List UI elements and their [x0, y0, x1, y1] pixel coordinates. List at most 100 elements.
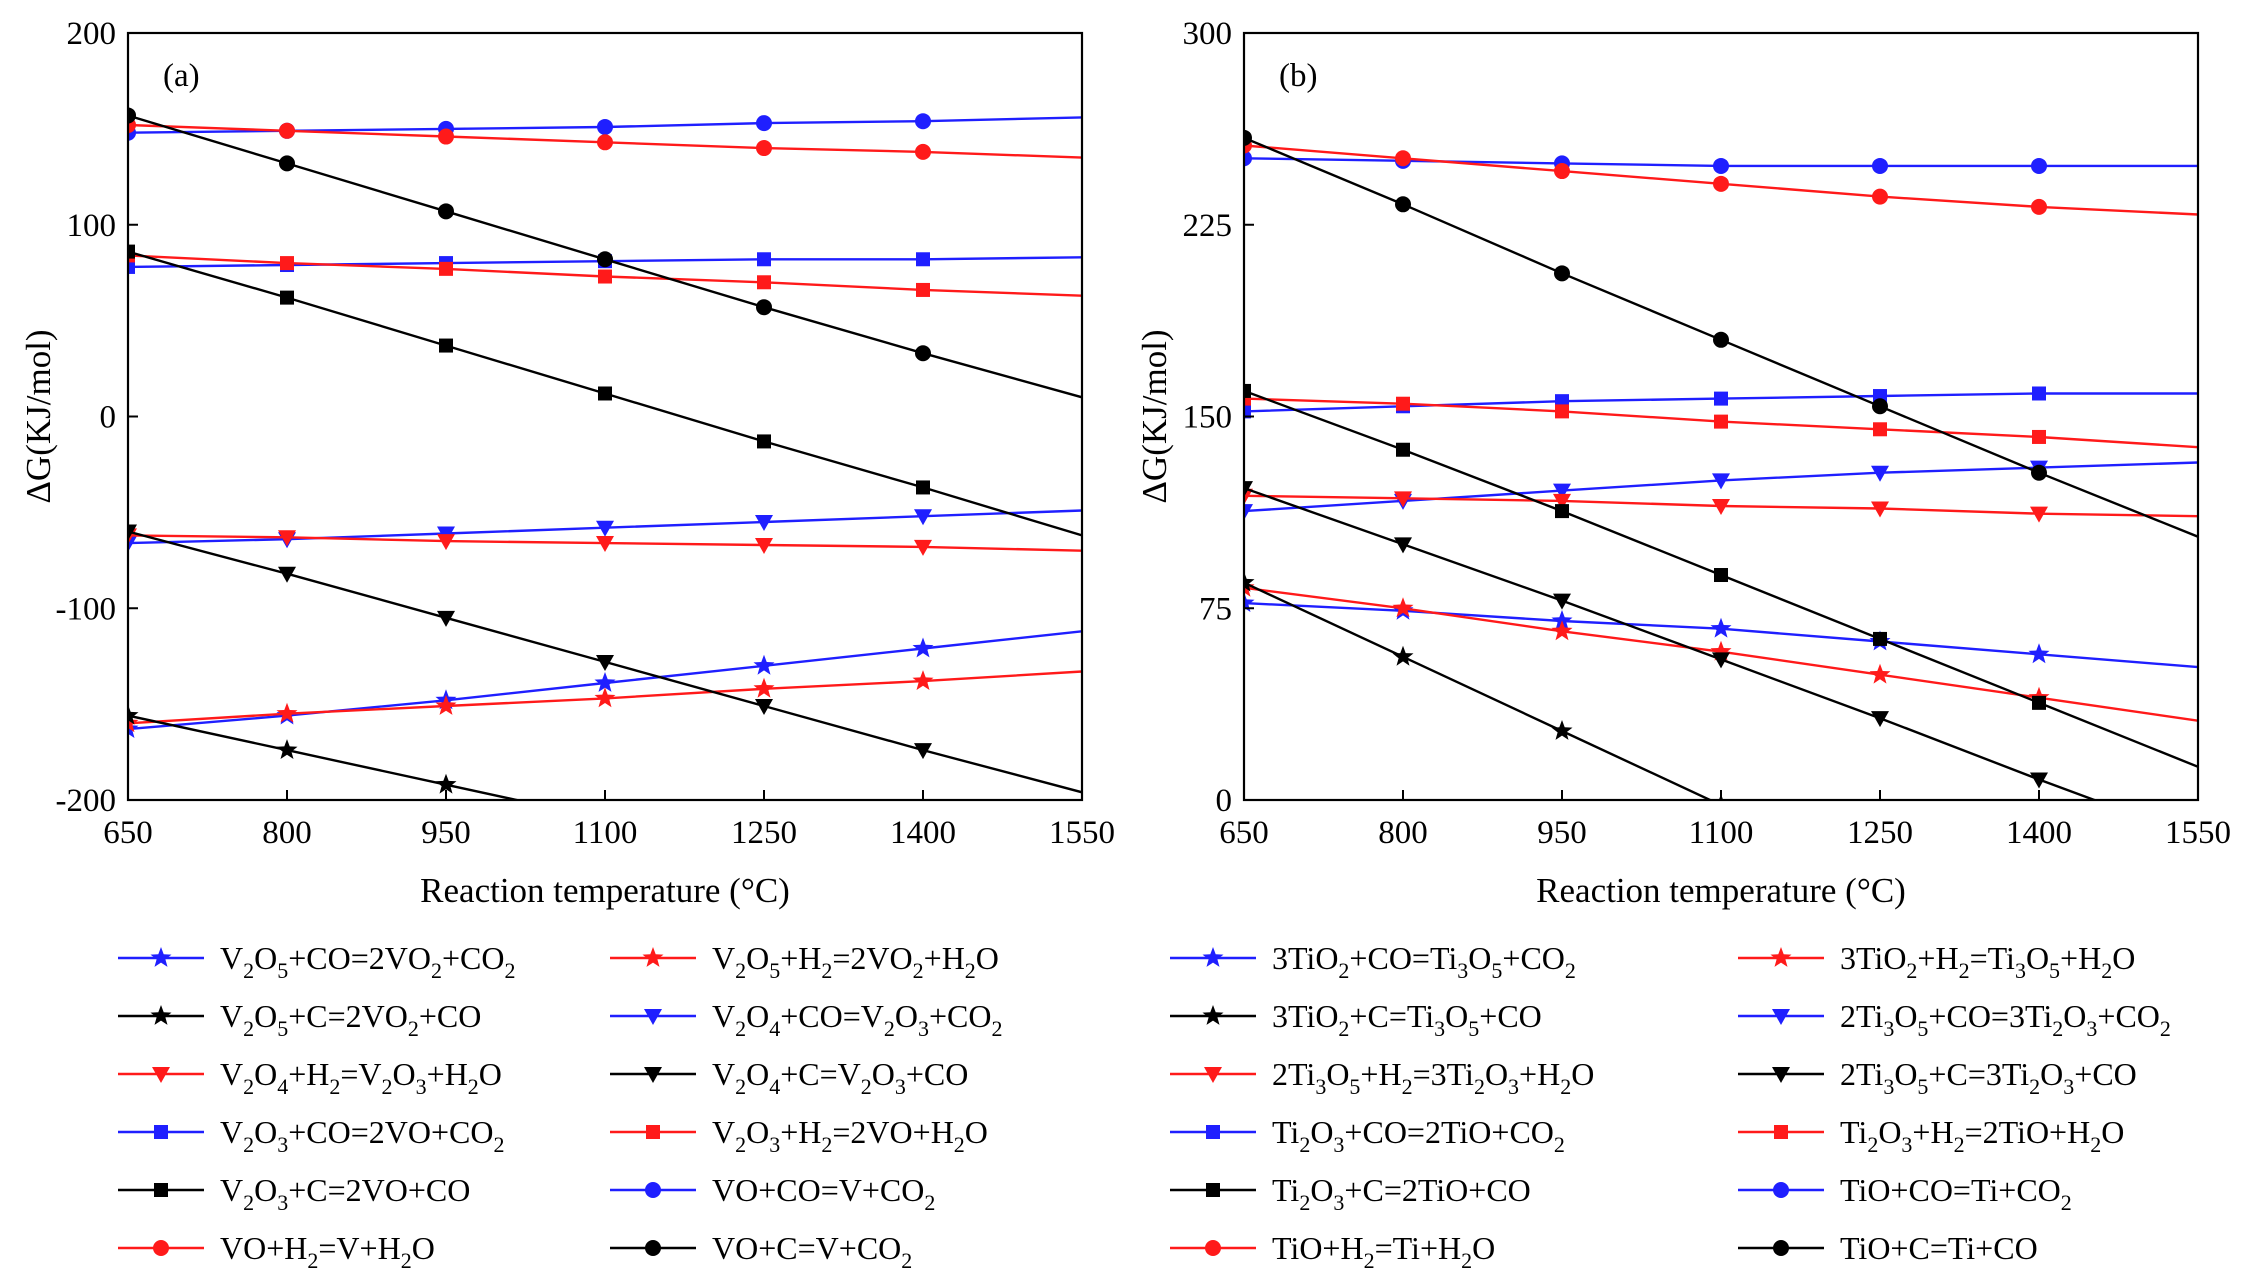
legend-label: VO+H2=V+H2O: [220, 1230, 435, 1273]
legend-label-part: O: [254, 1114, 277, 1150]
data-point: [2030, 772, 2048, 789]
data-point: [597, 118, 613, 135]
legend-label-part: 2: [329, 1074, 340, 1099]
legend-label-part: O: [1468, 940, 1491, 976]
data-point: [276, 739, 298, 759]
data-point: [915, 113, 931, 130]
legend-label-part: +CO: [906, 1056, 969, 1092]
data-point: [1244, 150, 1252, 167]
legend-label-part: O: [254, 1056, 277, 1092]
data-point: [438, 203, 454, 220]
legend-label-part: 2: [1554, 1132, 1565, 1157]
legend-label-part: 2: [821, 958, 832, 983]
legend-label-part: O: [393, 1056, 416, 1092]
data-point: [756, 299, 772, 316]
legend-label: Ti2O3+CO=2TiO+CO2: [1272, 1114, 1565, 1157]
legend-label-part: 2: [493, 1132, 504, 1157]
data-point: [598, 386, 612, 401]
data-point: [1394, 491, 1412, 508]
legend-label-part: =Ti: [1970, 940, 2015, 976]
data-point: [1395, 196, 1411, 213]
data-point: [913, 877, 934, 897]
series-2Ti3O5+H2=3Ti2O3+H2O: [1244, 488, 2198, 523]
legend-entry-VO+H2=V+H2O: VO+H2=V+H2O: [118, 1230, 435, 1273]
legend-label-part: =2VO+H: [832, 1114, 953, 1150]
data-point: [753, 677, 775, 698]
data-point: [757, 275, 771, 290]
legend-label-part: =3Ti: [1413, 1056, 1474, 1092]
legend-label-part: +CO=2VO+CO: [288, 1114, 493, 1150]
data-point: [594, 672, 616, 692]
legend-label-part: 4: [769, 1016, 780, 1041]
legend-label-part: +CO: [2097, 998, 2160, 1034]
legend-label-part: 2: [1867, 1132, 1878, 1157]
legend-label-part: O: [872, 1056, 895, 1092]
legend-label-part: +H: [1519, 1056, 1560, 1092]
legend-label: 3TiO2+CO=Ti3O5+CO2: [1272, 940, 1576, 983]
legend-entry-V2O5+H2=2VO2+H2O: V2O5+H2=2VO2+H2O: [610, 940, 999, 983]
x-tick-label: 650: [103, 815, 153, 851]
y-tick-label: 150: [1183, 400, 1233, 436]
data-point: [1392, 645, 1414, 666]
data-point: [1244, 404, 1251, 419]
series-V2O5+C=2VO2+CO: [128, 704, 934, 897]
data-point: [594, 687, 616, 708]
data-point: [1713, 157, 1729, 174]
legend-entry-V2O5+CO=2VO2+CO2: V2O5+CO=2VO2+CO2: [118, 940, 515, 983]
legend-label-part: 3: [416, 1074, 427, 1099]
series-V2O5+H2=2VO2+H2O: [128, 670, 1082, 733]
legend-label-part: 2Ti: [1840, 998, 1883, 1034]
data-point: [756, 115, 772, 132]
legend-label-part: 2: [901, 1248, 912, 1273]
legend-label-part: 5: [1468, 1016, 1479, 1041]
data-point: [596, 536, 614, 553]
legend-label-part: O: [1326, 1056, 1349, 1092]
data-point: [2032, 429, 2046, 444]
legend-marker: [1773, 1240, 1789, 1256]
x-tick-label: 800: [262, 815, 312, 851]
legend-label: TiO+CO=Ti+CO2: [1840, 1172, 2072, 1215]
legend-marker: [1773, 1182, 1789, 1198]
legend-label-part: 2: [913, 958, 924, 983]
data-point: [1396, 442, 1410, 457]
legend-label-part: 2: [1461, 1248, 1472, 1273]
legend-marker: [150, 947, 172, 967]
legend-label-part: +H: [780, 940, 821, 976]
data-point: [915, 143, 931, 160]
data-point: [916, 480, 930, 495]
legend-label-part: +CO=V: [780, 998, 884, 1034]
data-point: [280, 256, 294, 271]
legend-label-part: 5: [277, 958, 288, 983]
legend-label-part: 3: [277, 1190, 288, 1215]
legend-label-part: 2: [2029, 1074, 2040, 1099]
legend-label-part: 3: [1883, 1074, 1894, 1099]
data-point: [278, 566, 296, 583]
legend-entry-VO+C=V+CO2: VO+C=V+CO2: [610, 1230, 912, 1273]
legend-entry-Ti2O3+H2=2TiO+H2O: Ti2O3+H2=2TiO+H2O: [1738, 1114, 2124, 1157]
legend-marker: [152, 1067, 170, 1083]
data-point: [755, 699, 773, 716]
legend-label-part: 3: [1508, 1074, 1519, 1099]
data-point: [1244, 481, 1253, 498]
y-tick-label: 100: [67, 208, 117, 244]
legend-label-part: O: [1894, 998, 1917, 1034]
legend-marker: [1205, 1240, 1221, 1256]
series-Ti2O3+H2=2TiO+H2O: [1244, 391, 2198, 449]
series-2Ti3O5+CO=3Ti2O3+CO2: [1244, 460, 2198, 521]
legend-label-part: 2: [243, 1132, 254, 1157]
legend-label-part: 3: [2063, 1074, 2074, 1099]
legend: V2O5+CO=2VO2+CO2 V2O5+H2=2VO2+H2OV2O5+C=2…: [118, 940, 2171, 1273]
legend-label-part: 2: [2101, 958, 2112, 983]
legend-label-part: 2: [243, 958, 254, 983]
legend-label-part: 2: [2052, 1016, 2063, 1041]
data-point: [1553, 493, 1571, 510]
data-point: [1713, 175, 1729, 192]
legend-label: TiO+H2=Ti+H2O: [1272, 1230, 1495, 1273]
data-point: [435, 695, 457, 715]
data-point: [2028, 643, 2050, 664]
legend-label-part: O: [254, 998, 277, 1034]
data-point: [1872, 398, 1888, 415]
data-point: [2031, 157, 2047, 174]
legend-label-part: 5: [1491, 958, 1502, 983]
legend-entry-V2O3+H2=2VO+H2O: V2O3+H2=2VO+H2O: [610, 1114, 988, 1157]
